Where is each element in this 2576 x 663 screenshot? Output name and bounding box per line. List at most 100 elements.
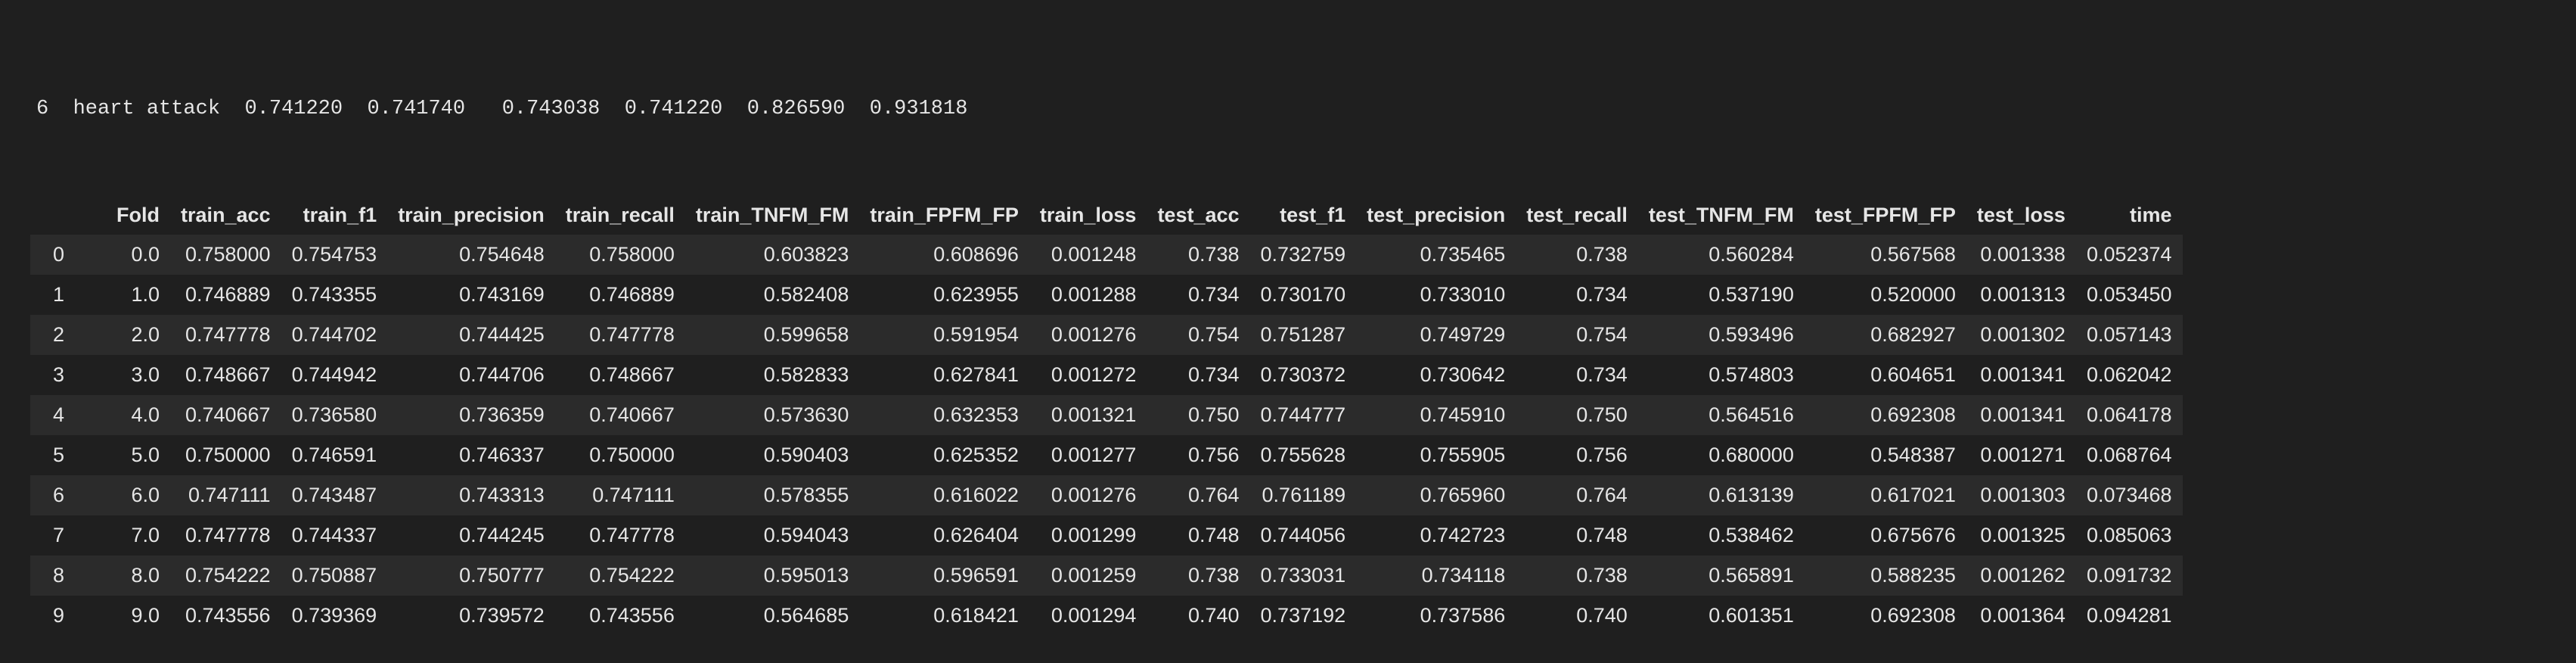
table-cell: 0.682927 — [1804, 315, 1966, 355]
table-cell: 0.613139 — [1637, 475, 1805, 515]
table-cell: 0.746591 — [281, 435, 388, 475]
table-cell: 0.734118 — [1356, 556, 1516, 596]
table-cell: 0.744056 — [1249, 515, 1357, 556]
table-cell: 0.744337 — [281, 515, 388, 556]
table-cell: 0.0 — [106, 235, 170, 275]
table-cell: 0.001364 — [1966, 596, 2076, 636]
table-cell: 5.0 — [106, 435, 170, 475]
table-cell: 0.001299 — [1029, 515, 1147, 556]
column-header: test_precision — [1356, 195, 1516, 235]
table-cell: 0.750 — [1516, 395, 1638, 435]
table-cell: 0.737586 — [1356, 596, 1516, 636]
table-cell: 0.001341 — [1966, 395, 2076, 435]
table-cell: 0.692308 — [1804, 596, 1966, 636]
table-cell: 0.001262 — [1966, 556, 2076, 596]
table-cell: 0.748 — [1147, 515, 1250, 556]
table-cell: 0.588235 — [1804, 556, 1966, 596]
table-cell: 0.750000 — [169, 435, 281, 475]
column-header: train_f1 — [281, 195, 388, 235]
table-cell: 0.001313 — [1966, 275, 2076, 315]
row-index: 9 — [30, 596, 106, 636]
dataframe-table: Fold train_acc train_f1 train_precision trai… — [30, 195, 2183, 636]
table-cell: 0.001276 — [1029, 475, 1147, 515]
table-row: 7 7.0 0.747778 0.744337 0.744245 0.747778 0.59… — [30, 515, 2183, 556]
table-cell: 0.744425 — [387, 315, 555, 355]
table-cell: 0.750 — [1147, 395, 1250, 435]
table-cell: 0.091732 — [2075, 556, 2183, 596]
table-cell: 0.578355 — [684, 475, 860, 515]
table-cell: 0.574803 — [1637, 355, 1805, 395]
table-row: 8 8.0 0.754222 0.750887 0.750777 0.754222 0.59… — [30, 556, 2183, 596]
row-index: 0 — [30, 235, 106, 275]
table-cell: 2.0 — [106, 315, 170, 355]
table-cell: 0.730170 — [1249, 275, 1357, 315]
table-cell: 0.756 — [1147, 435, 1250, 475]
table-cell: 0.748 — [1516, 515, 1638, 556]
table-cell: 0.001338 — [1966, 235, 2076, 275]
table-cell: 0.548387 — [1804, 435, 1966, 475]
table-cell: 0.073468 — [2075, 475, 2183, 515]
column-header: test_acc — [1147, 195, 1250, 235]
table-cell: 0.743487 — [281, 475, 388, 515]
table-cell: 0.738 — [1516, 556, 1638, 596]
table-cell: 0.744706 — [387, 355, 555, 395]
table-cell: 0.626404 — [859, 515, 1029, 556]
table-cell: 0.730642 — [1356, 355, 1516, 395]
table-cell: 0.608696 — [859, 235, 1029, 275]
column-header: time — [2075, 195, 2183, 235]
table-cell: 0.740667 — [169, 395, 281, 435]
table-cell: 0.599658 — [684, 315, 860, 355]
table-cell: 0.618421 — [859, 596, 1029, 636]
table-cell: 0.749729 — [1356, 315, 1516, 355]
row-index: 4 — [30, 395, 106, 435]
table-cell: 0.737192 — [1249, 596, 1357, 636]
table-cell: 0.738 — [1516, 235, 1638, 275]
column-header: train_precision — [387, 195, 555, 235]
table-cell: 0.764 — [1516, 475, 1638, 515]
table-cell: 0.748667 — [169, 355, 281, 395]
row-index: 7 — [30, 515, 106, 556]
table-cell: 0.754 — [1147, 315, 1250, 355]
table-cell: 0.733010 — [1356, 275, 1516, 315]
row-index: 8 — [30, 556, 106, 596]
table-cell: 0.601351 — [1637, 596, 1805, 636]
column-header: Fold — [106, 195, 170, 235]
table-row: 3 3.0 0.748667 0.744942 0.744706 0.748667 0.58… — [30, 355, 2183, 395]
table-cell: 0.001321 — [1029, 395, 1147, 435]
column-header: train_loss — [1029, 195, 1147, 235]
table-cell: 0.560284 — [1637, 235, 1805, 275]
table-cell: 0.692308 — [1804, 395, 1966, 435]
table-cell: 0.736359 — [387, 395, 555, 435]
table-cell: 3.0 — [106, 355, 170, 395]
table-cell: 0.623955 — [859, 275, 1029, 315]
table-cell: 0.001272 — [1029, 355, 1147, 395]
table-cell: 0.744702 — [281, 315, 388, 355]
table-cell: 0.582833 — [684, 355, 860, 395]
table-row: 0 0.0 0.758000 0.754753 0.754648 0.758000 0.60… — [30, 235, 2183, 275]
table-row: 5 5.0 0.750000 0.746591 0.746337 0.750000 0.59… — [30, 435, 2183, 475]
table-cell: 0.744245 — [387, 515, 555, 556]
table-cell: 0.743313 — [387, 475, 555, 515]
column-header: test_FPFM_FP — [1804, 195, 1966, 235]
table-cell: 0.603823 — [684, 235, 860, 275]
table-cell: 0.094281 — [2075, 596, 2183, 636]
header-row: Fold train_acc train_f1 train_precision trai… — [30, 195, 2183, 235]
table-cell: 0.743556 — [169, 596, 281, 636]
dataframe-header: Fold train_acc train_f1 train_precision trai… — [30, 195, 2183, 235]
table-cell: 1.0 — [106, 275, 170, 315]
table-cell: 0.764 — [1147, 475, 1250, 515]
table-cell: 0.747778 — [169, 315, 281, 355]
table-cell: 0.739369 — [281, 596, 388, 636]
row-index: 2 — [30, 315, 106, 355]
table-cell: 0.734 — [1147, 355, 1250, 395]
table-cell: 0.627841 — [859, 355, 1029, 395]
table-cell: 0.564685 — [684, 596, 860, 636]
table-cell: 0.743556 — [554, 596, 685, 636]
table-cell: 0.746337 — [387, 435, 555, 475]
table-cell: 0.582408 — [684, 275, 860, 315]
table-cell: 0.062042 — [2075, 355, 2183, 395]
table-cell: 0.001303 — [1966, 475, 2076, 515]
column-header: test_loss — [1966, 195, 2076, 235]
table-cell: 0.748667 — [554, 355, 685, 395]
table-row: 1 1.0 0.746889 0.743355 0.743169 0.746889 0.58… — [30, 275, 2183, 315]
